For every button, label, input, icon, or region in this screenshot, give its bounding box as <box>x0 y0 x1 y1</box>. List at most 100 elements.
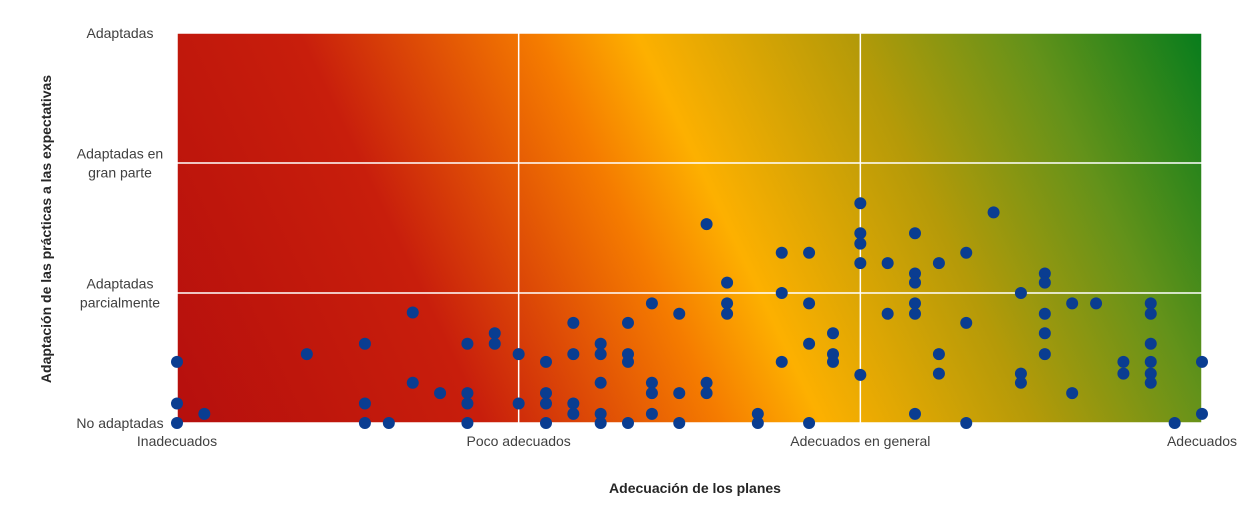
data-point <box>358 337 371 350</box>
data-point <box>721 307 734 320</box>
x-tick-label: Poco adecuados <box>467 433 571 449</box>
data-point <box>512 397 525 410</box>
x-axis-ticks: Inadecuados Poco adecuados Adecuados en ge… <box>137 433 1237 449</box>
data-points <box>171 197 1208 429</box>
data-point <box>960 316 973 329</box>
data-point <box>775 355 788 368</box>
data-point <box>881 307 894 320</box>
data-point <box>300 348 313 361</box>
x-axis-title: Adecuación de los planes <box>609 480 781 496</box>
data-point <box>1144 376 1157 389</box>
data-point <box>645 387 658 400</box>
data-point <box>881 257 894 270</box>
data-point <box>673 387 686 400</box>
data-point <box>540 387 552 400</box>
data-point <box>358 397 371 410</box>
data-point <box>1066 297 1079 310</box>
data-point <box>803 337 816 350</box>
data-point <box>1090 297 1103 310</box>
data-point <box>645 376 658 389</box>
data-point <box>721 276 734 289</box>
data-point <box>594 417 607 429</box>
data-point <box>751 407 764 420</box>
y-tick-label: Adaptadas en gran parte <box>77 146 163 181</box>
data-point <box>1196 355 1208 368</box>
data-point <box>803 246 816 259</box>
data-point <box>1117 355 1130 368</box>
data-point <box>488 327 501 340</box>
data-point <box>1038 267 1051 280</box>
gradient-area <box>177 33 1202 423</box>
data-point <box>622 316 634 329</box>
data-point <box>171 417 183 429</box>
data-point <box>171 355 183 368</box>
data-point <box>461 397 474 410</box>
data-point <box>382 417 395 429</box>
data-point <box>540 355 552 368</box>
data-point <box>406 306 419 319</box>
x-tick-label: Adecuados en general <box>790 433 930 449</box>
data-point <box>803 297 816 310</box>
data-point <box>673 417 686 429</box>
data-point <box>803 417 816 429</box>
data-point <box>1038 327 1051 340</box>
data-point <box>540 397 552 410</box>
data-point <box>909 407 921 420</box>
data-point <box>775 287 788 299</box>
data-point <box>909 227 921 240</box>
data-point <box>700 376 713 389</box>
data-point <box>854 197 867 210</box>
data-point <box>540 417 552 429</box>
data-point <box>594 376 607 389</box>
data-point <box>1014 376 1027 389</box>
data-point <box>1038 307 1051 320</box>
data-point <box>567 397 580 410</box>
data-point <box>567 407 580 420</box>
y-tick-label: Adaptadas <box>87 25 154 41</box>
data-point <box>932 367 945 380</box>
data-point <box>1168 417 1181 429</box>
data-point <box>700 218 713 231</box>
data-point <box>594 348 607 361</box>
data-point <box>827 355 839 368</box>
data-point <box>909 267 921 280</box>
x-tick-label: Inadecuados <box>137 433 217 449</box>
data-point <box>1038 348 1051 361</box>
data-point <box>1144 367 1157 380</box>
data-point <box>461 417 474 429</box>
data-point <box>198 407 211 420</box>
data-point <box>721 297 734 310</box>
data-point <box>700 387 713 400</box>
data-point <box>434 387 447 400</box>
data-point <box>1014 367 1027 380</box>
data-point <box>909 307 921 320</box>
data-point <box>1144 355 1157 368</box>
data-point <box>1144 297 1157 310</box>
data-point <box>854 227 867 240</box>
data-point <box>1144 337 1157 350</box>
data-point <box>932 348 945 361</box>
data-point <box>854 368 867 381</box>
data-point <box>1144 307 1157 320</box>
data-point <box>673 307 686 320</box>
data-point <box>512 348 525 361</box>
data-point <box>594 407 607 420</box>
data-point <box>406 376 419 389</box>
data-point <box>1014 287 1027 299</box>
data-point <box>751 417 764 429</box>
data-point <box>567 348 580 361</box>
data-point <box>960 246 973 259</box>
data-point <box>932 257 945 270</box>
data-point <box>987 206 1000 219</box>
x-tick-label: Adecuados <box>1167 433 1237 449</box>
data-point <box>827 327 839 340</box>
data-point <box>1117 367 1130 380</box>
data-point <box>854 237 867 250</box>
plot-background <box>177 33 1202 423</box>
data-point <box>645 407 658 420</box>
data-point <box>622 417 634 429</box>
data-point <box>1196 407 1208 420</box>
data-point <box>1066 387 1079 400</box>
data-point <box>645 297 658 310</box>
y-tick-label: Adaptadas parcialmente <box>80 276 160 311</box>
